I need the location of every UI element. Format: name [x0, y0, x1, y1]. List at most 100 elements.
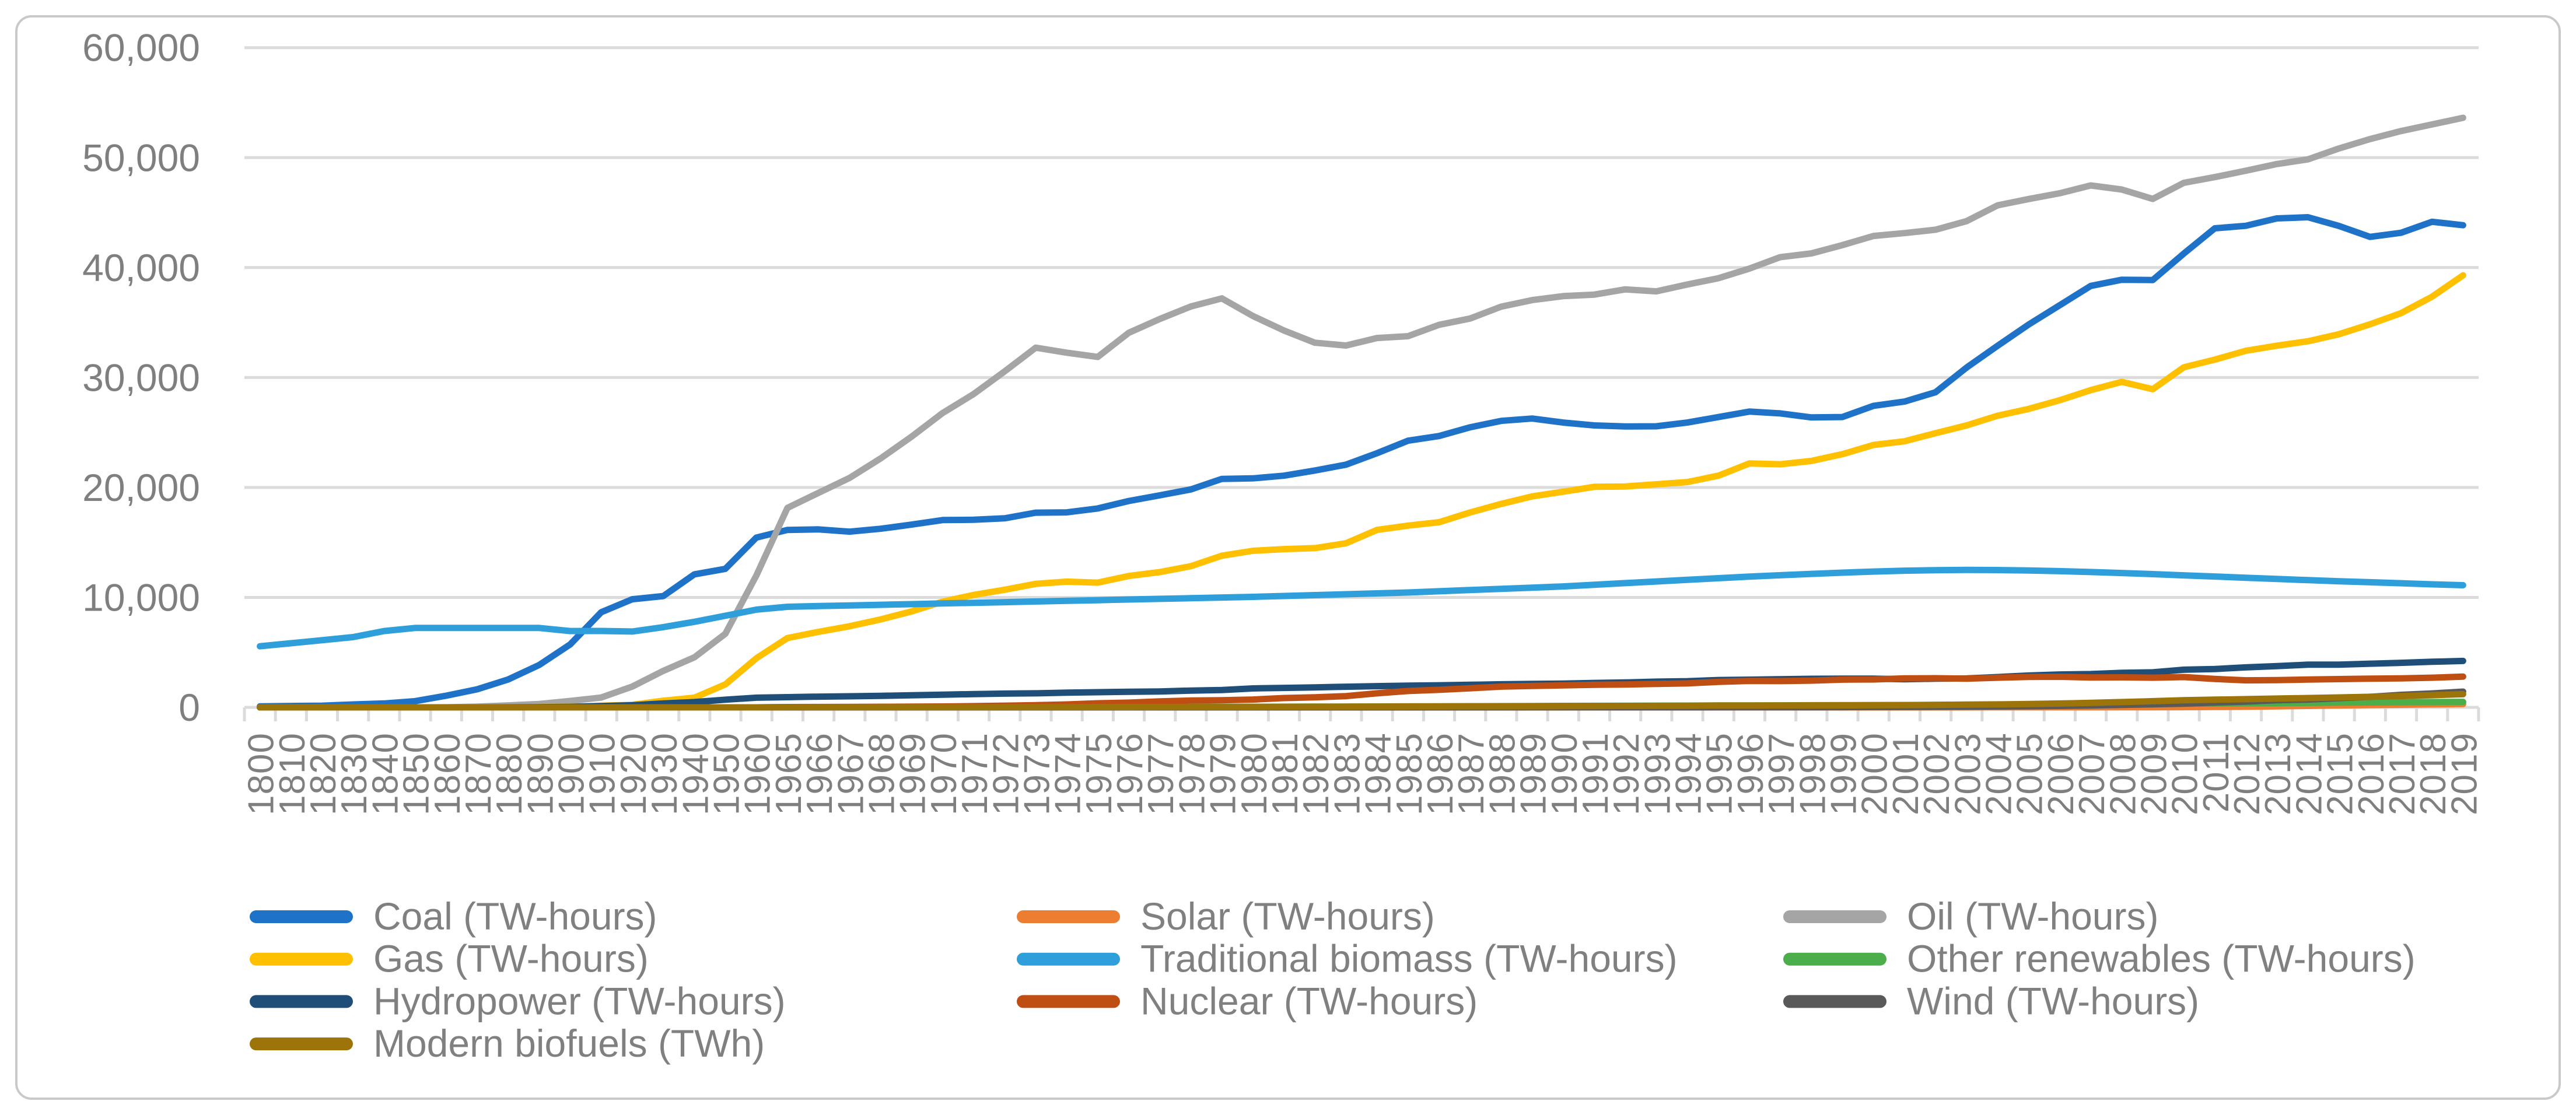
x-axis-label: 1890	[520, 732, 561, 815]
legend-label-nuclear: Nuclear (TW-hours)	[1140, 979, 1478, 1022]
x-axis-label: 1995	[1700, 732, 1740, 815]
x-axis-label: 2003	[1948, 732, 1988, 815]
legend-label-hydropower: Hydropower (TW-hours)	[373, 979, 786, 1022]
x-axis-label: 1800	[242, 732, 282, 815]
x-axis-label: 1984	[1359, 732, 1399, 815]
series-line-oil	[257, 114, 2466, 711]
x-axis-label: 1968	[862, 732, 902, 815]
x-axis-label: 1989	[1514, 732, 1554, 815]
legend-swatch-traditional-biomass	[1017, 952, 1120, 966]
x-axis-label: 2015	[2320, 732, 2361, 815]
x-axis-label: 1992	[1606, 732, 1647, 815]
x-axis-label: 1998	[1793, 732, 1833, 815]
x-axis-label: 2002	[1917, 732, 1957, 815]
x-axis-label: 1972	[986, 732, 1026, 815]
y-axis-label: 20,000	[82, 466, 200, 509]
x-axis-label: 2000	[1855, 732, 1895, 815]
x-axis-label: 1920	[614, 732, 654, 815]
legend-label-gas: Gas (TW-hours)	[373, 937, 649, 980]
legend-swatch-wind	[1783, 995, 1887, 1008]
x-axis-label: 1983	[1327, 732, 1367, 815]
x-axis-label: 1982	[1296, 732, 1336, 815]
y-axis-label: 0	[178, 686, 200, 729]
x-axis-label: 2017	[2382, 732, 2423, 815]
x-axis-label: 1950	[707, 732, 747, 815]
y-axis-label: 40,000	[82, 246, 200, 289]
x-axis-label: 1971	[955, 732, 995, 815]
x-axis-label: 1930	[645, 732, 685, 815]
legend-label-coal: Coal (TW-hours)	[373, 895, 657, 938]
x-axis-label: 2012	[2227, 732, 2267, 815]
x-axis-label: 1870	[459, 732, 499, 815]
x-axis-label: 1840	[365, 732, 405, 815]
series-line-traditional-biomass	[257, 566, 2466, 650]
legend-swatch-nuclear	[1017, 995, 1120, 1008]
x-axis-label: 1850	[397, 732, 437, 815]
x-axis-label: 1975	[1079, 732, 1119, 815]
x-axis-label: 1987	[1451, 732, 1492, 815]
x-axis-label: 2007	[2072, 732, 2112, 815]
legend-label-solar: Solar (TW-hours)	[1140, 895, 1435, 938]
x-axis-label: 1977	[1141, 732, 1181, 815]
x-axis-label: 1993	[1637, 732, 1678, 815]
x-axis-label: 2006	[2041, 732, 2081, 815]
x-axis-label: 2019	[2444, 732, 2484, 815]
legend-label-wind: Wind (TW-hours)	[1907, 979, 2199, 1022]
x-axis-label: 1820	[303, 732, 344, 815]
y-axis-label: 60,000	[82, 26, 200, 69]
x-axis-label: 2001	[1886, 732, 1926, 815]
x-axis-label: 2010	[2165, 732, 2206, 815]
x-axis-label: 1910	[583, 732, 623, 815]
x-axis-label: 1880	[489, 732, 530, 815]
x-axis-label: 2013	[2258, 732, 2298, 815]
x-axis-label: 1997	[1762, 732, 1802, 815]
x-axis-label: 1860	[428, 732, 468, 815]
x-axis-label: 1990	[1545, 732, 1585, 815]
x-axis-label: 1970	[924, 732, 964, 815]
x-axis-label: 2011	[2196, 732, 2236, 812]
x-axis-label: 1981	[1265, 732, 1306, 815]
legend-swatch-gas	[250, 952, 353, 966]
x-axis-label: 1969	[893, 732, 933, 815]
x-axis-label: 1940	[676, 732, 716, 815]
x-axis-label: 2008	[2103, 732, 2143, 815]
x-axis-label: 1966	[800, 732, 840, 815]
x-axis-label: 1985	[1390, 732, 1430, 815]
x-axis-label: 1991	[1576, 732, 1616, 815]
y-axis-label: 10,000	[82, 576, 200, 619]
x-axis-label: 2016	[2351, 732, 2392, 815]
x-axis-label: 1830	[334, 732, 374, 815]
legend-label-traditional-biomass: Traditional biomass (TW-hours)	[1140, 937, 1678, 980]
x-axis-label: 1999	[1824, 732, 1864, 815]
y-axis-label: 30,000	[82, 356, 200, 399]
x-axis-label: 1980	[1234, 732, 1275, 815]
x-axis-label: 1979	[1203, 732, 1244, 815]
legend-label-oil: Oil (TW-hours)	[1907, 895, 2158, 938]
x-axis-label: 1976	[1110, 732, 1150, 815]
x-axis-label: 2004	[1979, 732, 2020, 815]
legend-swatch-other-renewables	[1783, 952, 1887, 966]
x-axis-label: 2014	[2289, 732, 2329, 815]
x-axis-label: 1810	[272, 732, 313, 815]
legend-swatch-modern-biofuels	[250, 1037, 353, 1051]
x-axis-label: 1996	[1731, 732, 1771, 815]
x-axis-label: 1960	[738, 732, 778, 815]
x-axis-label: 1986	[1420, 732, 1461, 815]
legend-swatch-oil	[1783, 910, 1887, 923]
x-axis-label: 2005	[2010, 732, 2050, 815]
figure-border	[15, 15, 2561, 1100]
x-axis-label: 2018	[2413, 732, 2454, 815]
x-axis-label: 1978	[1172, 732, 1212, 815]
x-axis-label: 1988	[1482, 732, 1522, 815]
legend-swatch-coal	[250, 910, 353, 923]
legend-swatch-hydropower	[250, 995, 353, 1008]
series-line-coal	[257, 214, 2466, 710]
legend-label-modern-biofuels: Modern biofuels (TWh)	[373, 1022, 765, 1065]
series-line-modern-biofuels	[257, 690, 2466, 711]
y-axis-label: 50,000	[82, 136, 200, 179]
legend-swatch-solar	[1017, 910, 1120, 923]
x-axis-label: 2009	[2134, 732, 2175, 815]
